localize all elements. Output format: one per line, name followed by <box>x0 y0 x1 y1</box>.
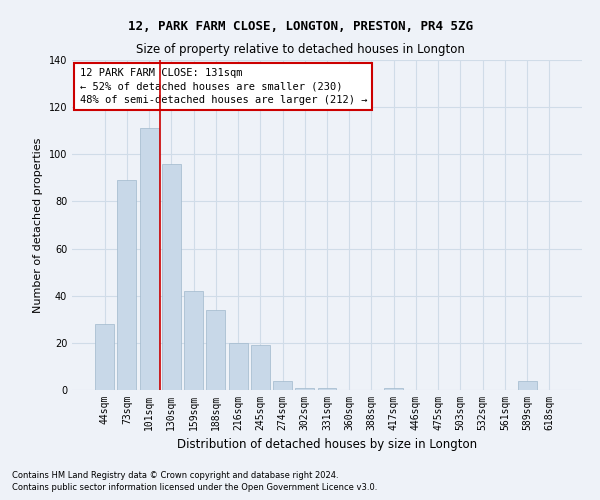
Text: 12, PARK FARM CLOSE, LONGTON, PRESTON, PR4 5ZG: 12, PARK FARM CLOSE, LONGTON, PRESTON, P… <box>128 20 473 33</box>
Bar <box>118 180 136 390</box>
Text: Contains HM Land Registry data © Crown copyright and database right 2024.: Contains HM Land Registry data © Crown c… <box>12 471 338 480</box>
Bar <box>162 164 181 390</box>
Bar <box>317 388 337 390</box>
Bar <box>295 388 314 390</box>
Bar <box>273 380 292 390</box>
Bar <box>251 345 270 390</box>
Y-axis label: Number of detached properties: Number of detached properties <box>33 138 43 312</box>
X-axis label: Distribution of detached houses by size in Longton: Distribution of detached houses by size … <box>177 438 477 452</box>
Bar <box>184 291 203 390</box>
Bar <box>140 128 158 390</box>
Text: Size of property relative to detached houses in Longton: Size of property relative to detached ho… <box>136 42 464 56</box>
Text: 12 PARK FARM CLOSE: 131sqm
← 52% of detached houses are smaller (230)
48% of sem: 12 PARK FARM CLOSE: 131sqm ← 52% of deta… <box>80 68 367 104</box>
Bar <box>518 380 536 390</box>
Bar <box>206 310 225 390</box>
Text: Contains public sector information licensed under the Open Government Licence v3: Contains public sector information licen… <box>12 484 377 492</box>
Bar <box>229 343 248 390</box>
Bar <box>95 324 114 390</box>
Bar <box>384 388 403 390</box>
